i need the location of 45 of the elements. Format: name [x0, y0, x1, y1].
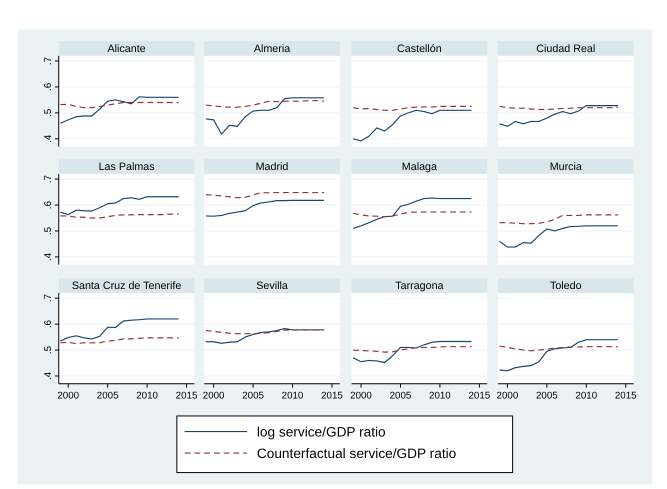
- x-tick-label: 2000: [350, 390, 372, 402]
- y-tick-label: .5: [42, 108, 54, 117]
- y-tick-label: .7: [42, 56, 54, 66]
- x-tick-label: 2005: [96, 390, 120, 402]
- line-series: [60, 96, 180, 124]
- chart-title: Las Palmas: [98, 161, 155, 174]
- y-tick-label: .6: [42, 200, 54, 210]
- x-tick-label: 2015: [176, 390, 198, 402]
- x-tick-label: 2015: [321, 390, 344, 402]
- x-tick-label: 2000: [202, 390, 226, 402]
- chart-title: Almeria: [254, 42, 290, 55]
- legend-label: Counterfactual service/GDP ratio: [256, 446, 457, 461]
- line-series: [60, 196, 180, 216]
- chart-title: Santa Cruz de Tenerife: [72, 280, 182, 292]
- chart-title: Malaga: [402, 161, 438, 174]
- y-tick-label: .6: [42, 82, 54, 92]
- chart-title: Madrid: [256, 161, 288, 174]
- x-tick-label: 2010: [136, 390, 159, 402]
- y-tick-label: .7: [42, 175, 54, 184]
- y-tick-label: .6: [42, 320, 54, 328]
- y-tick-label: .7: [42, 294, 54, 302]
- legend-label: log service/GDP ratio: [256, 424, 386, 440]
- chart-title: Toledo: [550, 280, 582, 292]
- x-tick-label: 2010: [575, 390, 598, 402]
- chart-title: Tarragona: [395, 280, 444, 292]
- x-tick-label: 2015: [468, 390, 491, 402]
- x-tick-label: 2000: [496, 390, 519, 402]
- y-tick-label: .4: [42, 371, 54, 380]
- y-tick-label: .5: [42, 345, 54, 354]
- y-tick-label: .4: [42, 252, 54, 261]
- chart-title: Sevilla: [256, 280, 288, 292]
- x-tick-label: 2005: [242, 390, 264, 402]
- y-tick-label: .4: [42, 134, 54, 143]
- x-tick-label: 2005: [390, 390, 412, 402]
- x-tick-label: 2010: [282, 390, 304, 402]
- chart-title: Alicante: [108, 42, 146, 55]
- x-tick-label: 2005: [536, 390, 558, 402]
- chart-title: Ciudad Real: [536, 42, 596, 55]
- x-tick-label: 2015: [614, 390, 638, 402]
- x-tick-label: 2010: [429, 390, 452, 402]
- x-tick-label: 2000: [57, 390, 80, 402]
- chart-title: Castellón: [397, 42, 442, 55]
- y-tick-label: .5: [42, 226, 54, 236]
- chart-title: Murcia: [550, 161, 582, 174]
- line-series: [60, 318, 180, 342]
